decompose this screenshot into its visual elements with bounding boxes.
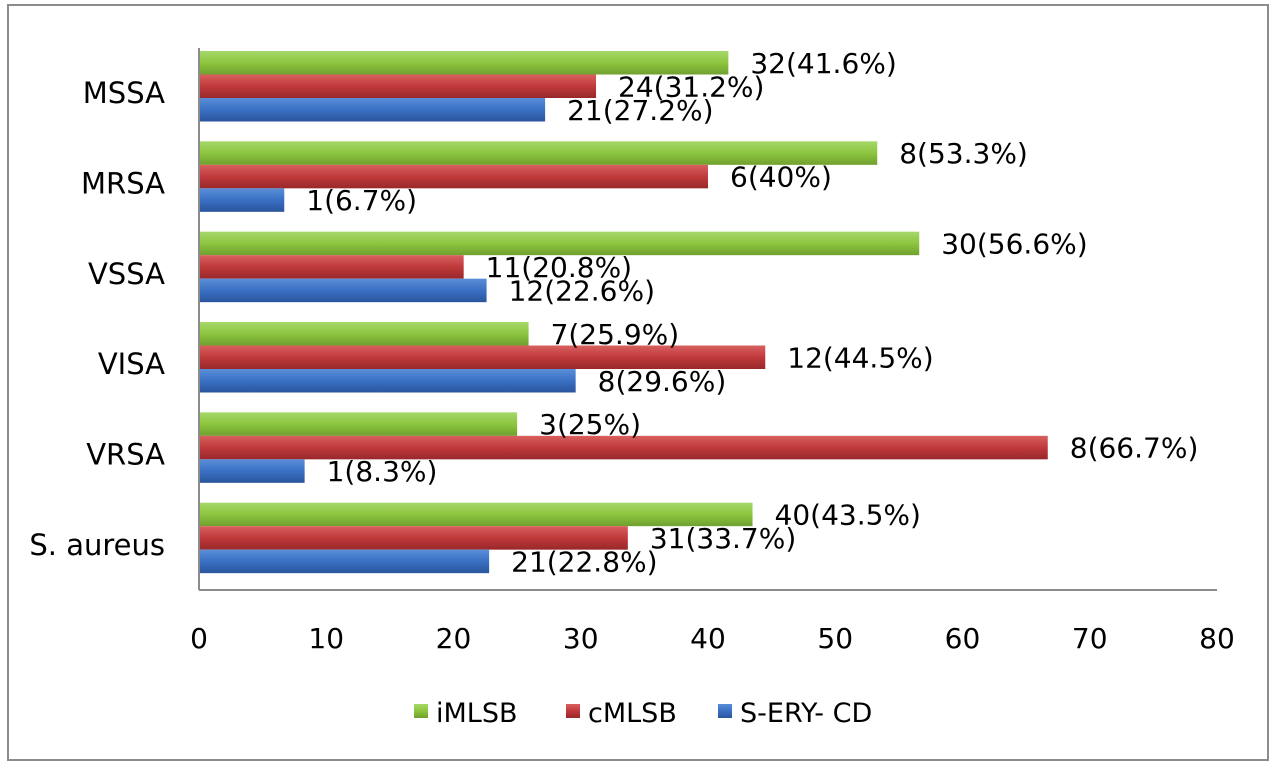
data-label: 11(20.8%) — [486, 251, 632, 284]
legend-label: cMLSB — [588, 698, 677, 729]
x-tick-label: 0 — [190, 622, 208, 655]
bar-cmlsb-mssa — [199, 74, 597, 98]
category-label: VISA — [98, 347, 165, 381]
bar-cmlsb-vrsa — [199, 435, 1048, 460]
bar-s-ery-cd-vssa — [199, 278, 487, 303]
category-label: S. aureus — [29, 528, 165, 562]
bar-s-ery-cd-visa — [199, 369, 576, 393]
data-label: 30(56.6%) — [941, 227, 1087, 260]
legend-label: iMLSB — [436, 698, 518, 729]
legend-swatch — [566, 704, 580, 718]
data-label: 1(6.7%) — [306, 184, 417, 217]
data-label: 21(22.8%) — [511, 545, 657, 578]
bar-imlsb-visa — [199, 322, 529, 346]
bar-s-ery-cd-s-aureus — [199, 549, 490, 574]
legend-swatch — [718, 704, 732, 718]
data-label: 1(8.3%) — [327, 455, 438, 488]
data-label: 8(53.3%) — [899, 137, 1028, 170]
data-label: 31(33.7%) — [650, 522, 796, 555]
data-label: 3(25%) — [539, 408, 641, 441]
bar-s-ery-cd-mssa — [199, 98, 546, 122]
x-tick-label: 70 — [1072, 622, 1108, 655]
bar-s-ery-cd-vrsa — [199, 459, 305, 483]
data-label: 24(31.2%) — [618, 70, 764, 103]
category-label: MRSA — [81, 167, 165, 201]
bars-group — [199, 51, 1048, 574]
category-label: VRSA — [86, 438, 165, 472]
category-label: MSSA — [83, 76, 165, 110]
x-tick-label: 10 — [308, 622, 344, 655]
legend-swatch — [414, 704, 428, 718]
data-label: 6(40%) — [730, 161, 832, 194]
x-tick-label: 60 — [945, 622, 981, 655]
bar-imlsb-mrsa — [199, 141, 878, 165]
data-label: 12(44.5%) — [787, 341, 933, 374]
bar-imlsb-s-aureus — [199, 502, 753, 527]
x-tick-label: 40 — [690, 622, 726, 655]
bar-cmlsb-visa — [199, 345, 766, 369]
category-label: VSSA — [88, 257, 165, 291]
bar-imlsb-vrsa — [199, 412, 518, 436]
bar-cmlsb-mrsa — [199, 164, 708, 189]
data-labels-group: 32(41.6%)24(31.2%)21(27.2%) 8(53.3%) 6(40%… — [306, 47, 1198, 579]
data-label: 8(29.6%) — [598, 365, 727, 398]
axes-group: MSSA MRSA VSSA VISA VRSA S. aureus 0 10 20 30 40 50… — [29, 48, 1235, 655]
x-tick-label: 30 — [563, 622, 599, 655]
data-label: 32(41.6%) — [750, 47, 896, 80]
legend-label: S-ERY- CD — [740, 698, 872, 729]
bar-imlsb-mssa — [199, 51, 729, 75]
bar-cmlsb-vssa — [199, 255, 464, 279]
bar-imlsb-vssa — [199, 231, 920, 256]
x-tick-label: 20 — [436, 622, 472, 655]
data-label: 21(27.2%) — [567, 94, 713, 127]
data-label: 40(43.5%) — [775, 498, 921, 531]
bar-cmlsb-s-aureus — [199, 526, 628, 550]
data-label: 8(66.7%) — [1070, 432, 1199, 465]
data-label: 7(25.9%) — [551, 318, 680, 351]
x-tick-label: 50 — [817, 622, 853, 655]
chart-frame — [7, 4, 1269, 761]
x-tick-label: 80 — [1199, 622, 1235, 655]
legend: iMLSB cMLSB S-ERY- CD — [414, 698, 872, 729]
bar-s-ery-cd-mrsa — [199, 188, 285, 212]
data-label: 12(22.6%) — [509, 274, 655, 307]
